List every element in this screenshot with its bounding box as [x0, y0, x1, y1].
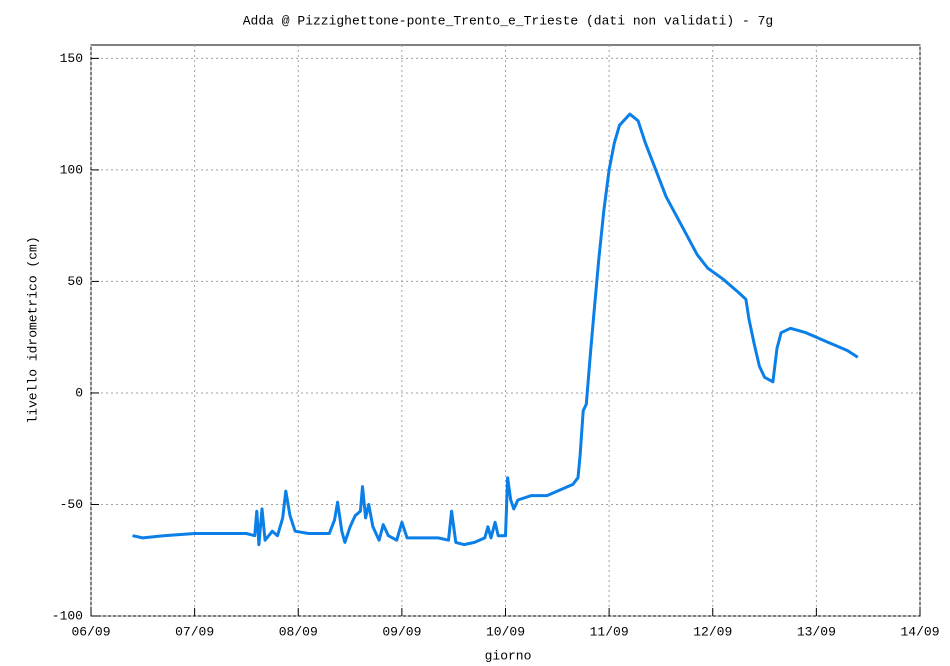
x-tick-label: 10/09	[486, 624, 525, 639]
y-tick-label: 150	[60, 51, 83, 66]
chart-title: Adda @ Pizzighettone-ponte_Trento_e_Trie…	[243, 13, 774, 28]
x-tick-label: 13/09	[797, 624, 836, 639]
y-tick-label: 100	[60, 162, 83, 177]
x-tick-label: 11/09	[590, 624, 629, 639]
x-tick-label: 06/09	[71, 624, 110, 639]
y-tick-label: 50	[67, 274, 83, 289]
x-tick-label: 12/09	[693, 624, 732, 639]
x-tick-label: 09/09	[382, 624, 421, 639]
y-axis-label: livello idrometrico (cm)	[25, 236, 40, 423]
data-line	[132, 112, 859, 547]
x-tick-label: 14/09	[900, 624, 939, 639]
x-axis-label: giorno	[485, 648, 532, 663]
x-tick-label: 08/09	[279, 624, 318, 639]
x-tick-label: 07/09	[175, 624, 214, 639]
y-tick-label: -100	[52, 608, 83, 623]
y-tick-label: -50	[60, 497, 83, 512]
y-tick-label: 0	[75, 385, 83, 400]
